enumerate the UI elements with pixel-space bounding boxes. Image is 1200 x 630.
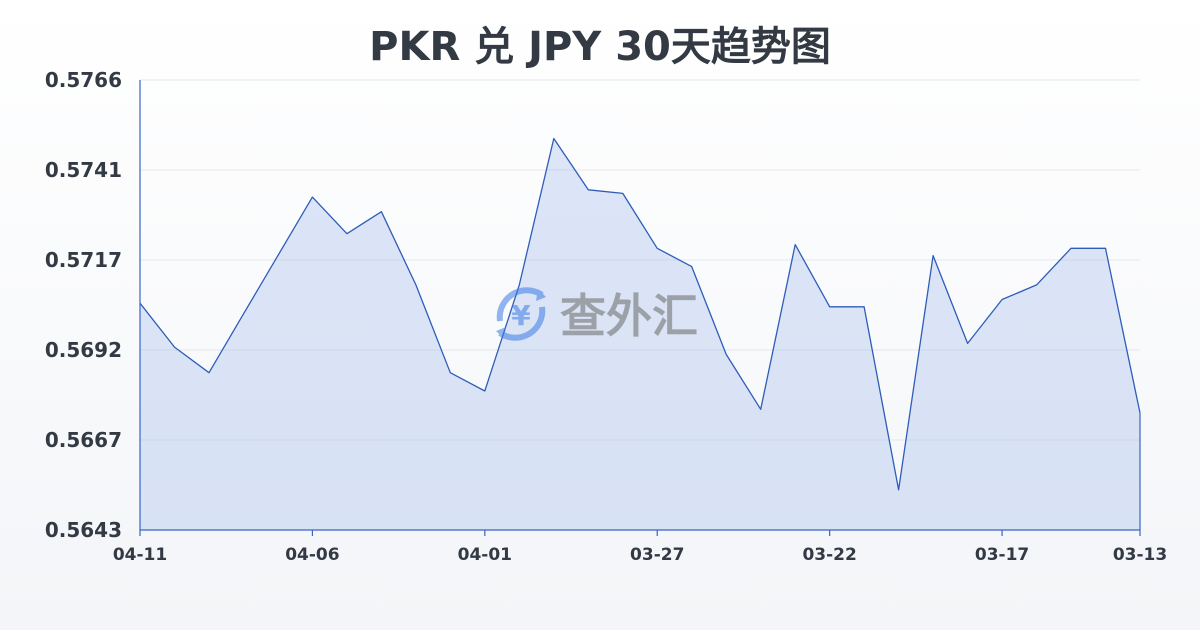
grid-layer: 0.5766 0.5741 0.5717 0.5692 0.5667 0.5643 (45, 68, 1140, 542)
x-tick-label: 03-22 (802, 545, 856, 565)
y-tick-label: 0.5643 (45, 518, 122, 542)
x-tick-label: 03-13 (1113, 545, 1167, 565)
y-tick-label: 0.5692 (45, 338, 122, 362)
x-tick-label: 04-11 (113, 545, 167, 565)
x-tick-label: 04-06 (285, 545, 339, 565)
watermark: ¥ 查外汇 (496, 287, 698, 343)
svg-text:¥: ¥ (511, 299, 531, 332)
y-tick-label: 0.5741 (45, 158, 122, 182)
x-tick-label: 04-01 (458, 545, 512, 565)
series-area (140, 138, 1140, 530)
y-tick-label: 0.5717 (45, 248, 122, 272)
chart-title: PKR 兑 JPY 30天趋势图 (369, 24, 831, 70)
x-tick-label: 03-17 (975, 545, 1029, 565)
x-tick-label: 03-27 (630, 545, 684, 565)
series-line (139, 137, 1141, 491)
yen-exchange-icon: ¥ (496, 287, 546, 341)
watermark-text: 查外汇 (560, 289, 698, 343)
y-tick-label: 0.5667 (45, 428, 122, 452)
y-tick-label: 0.5766 (45, 68, 122, 92)
data-layer: 04-11 04-06 04-01 03-27 03-22 03-17 03-13 (113, 80, 1167, 565)
